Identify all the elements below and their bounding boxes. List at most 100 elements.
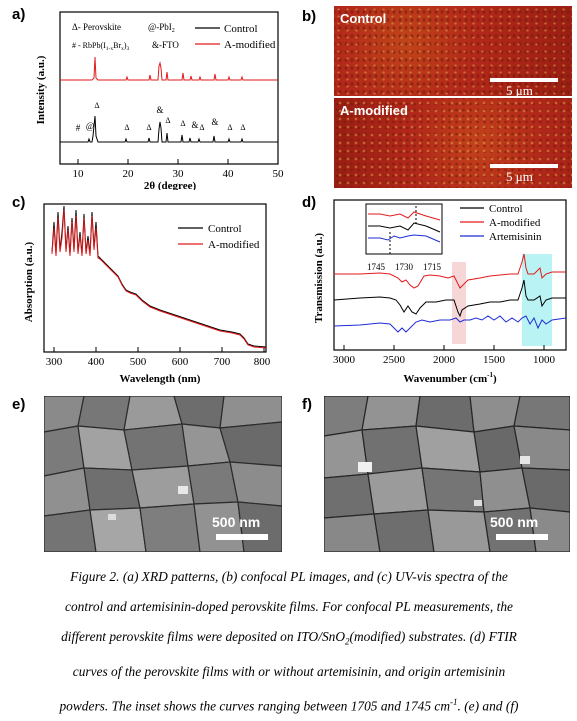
ftir-xtick: 2500 [383,354,406,366]
scale-bar [490,164,558,168]
legend-modified-text: A-modified [224,39,276,51]
confocal-image-control: Control 5 μm [334,6,572,98]
panel-b: b) Control 5 μm A-modified 5 μm [290,0,577,190]
legend-pbi2: @-PbI2 [148,22,175,34]
legend-rbpb: # - RbPb(I1-xBrx)3 [72,41,130,52]
xrd-xtick: 20 [123,168,135,180]
sem-scale-text: 500 nm [490,514,539,530]
legend-modified-text: A-modified [208,239,260,251]
legend-control-text: Control [208,223,242,235]
panel-c: c) 300 400 500 600 700 800 Wavelength (n… [0,192,290,392]
sem-image-modified: 500 nm [324,396,570,552]
scale-bar [496,534,548,540]
panel-a: a) 10 20 30 40 50 2θ (degree) Intensity … [0,0,290,190]
peak-mark: Δ [124,123,129,132]
xrd-xlabel: 2θ (degree) [144,180,197,190]
peak-mark: Δ [227,123,232,132]
panel-f: f) [290,392,577,558]
uvvis-xlabel: Wavelength (nm) [120,373,201,385]
ftir-inset-frame [365,203,443,255]
xrd-control-trace [60,115,278,143]
peak-mark: & [211,117,218,127]
scale-bar [216,534,268,540]
ftir-control-trace [333,279,566,318]
uvvis-chart: 300 400 500 600 700 800 Wavelength (nm) … [23,203,271,385]
legend-perovskite: Δ- Perovskite [72,22,121,32]
inset-xtick: 1745 [367,262,386,272]
legend-control-text: Control [224,23,258,35]
xrd-xtick: 40 [223,168,235,180]
uvvis-plot-frame [43,203,267,353]
peak-mark: Δ [165,116,170,125]
xrd-xtick: 30 [173,168,185,180]
sem-grains [324,396,570,552]
peak-mark: & [191,120,198,130]
panel-d: d) 3000 2500 2000 1500 1000 Wavenumber (… [290,192,577,392]
peak-mark: Δ [146,123,151,132]
panel-a-label: a) [12,6,26,23]
peak-mark: Δ [94,101,99,110]
inset-artemisinin-trace [368,234,441,243]
confocal-control-label: Control [340,11,387,26]
xrd-xtick: 10 [73,168,85,180]
legend-fto: &-FTO [152,40,179,50]
caption-line: curves of the perovskite films with or w… [72,663,506,679]
panel-b-label: b) [302,8,317,25]
xrd-ylabel: Intensity (a.u.) [35,55,47,124]
ftir-ylabel: Transmission (a.u.) [313,233,325,323]
inset-xtick: 1715 [423,262,442,272]
legend-control-text: Control [489,203,523,215]
ftir-plot-frame [333,199,567,351]
confocal-image-modified: A-modified 5 μm [334,98,572,188]
ftir-chart: 3000 2500 2000 1500 1000 Wavenumber (cm-… [313,199,567,385]
caption-line: powders. The inset shows the curves rang… [59,696,519,714]
caption-line: different perovskite films were deposite… [61,629,517,647]
ftir-xtick: 2000 [433,354,456,366]
uvvis-xtick: 600 [172,356,189,368]
ftir-band-pink [452,262,466,344]
peak-mark: Δ [240,123,245,132]
uvvis-ylabel: Absorption (a.u.) [23,241,35,322]
ftir-xtick: 3000 [333,354,356,366]
panel-e-label: e) [12,396,26,413]
uvvis-xtick: 400 [88,356,105,368]
xrd-modified-trace [60,56,278,81]
peak-mark: @ [86,121,94,131]
panel-e: e) [0,392,290,558]
ftir-xtick: 1500 [483,354,506,366]
caption-line: Figure 2. (a) XRD patterns, (b) confocal… [70,569,508,584]
peak-mark: & [156,105,163,115]
scale-bar [490,78,558,82]
ftir-artemisinin-trace [333,315,567,333]
peak-mark: # [76,123,81,133]
uvvis-xtick: 500 [130,356,147,368]
uvvis-xtick: 800 [254,356,271,368]
sem-image-control: 500 nm [44,396,282,552]
ftir-modified-trace [334,253,566,289]
uvvis-xtick: 300 [46,356,63,368]
uvvis-xtick: 700 [214,356,231,368]
scale-text: 5 μm [506,83,533,98]
figure-caption: Figure 2. (a) XRD patterns, (b) confocal… [6,562,572,721]
scale-text: 5 μm [506,169,533,184]
inset-control-trace [368,222,441,233]
uvvis-modified-trace [51,209,267,349]
inset-modified-trace [368,211,441,221]
panel-f-label: f) [302,396,312,413]
caption-line: control and artemisinin-doped perovskite… [65,599,513,614]
peak-mark: Δ [199,123,204,132]
legend-artemisinin-text: Artemisinin [489,231,542,243]
inset-xtick: 1730 [395,262,414,272]
peak-mark: Δ [180,119,185,128]
sem-scale-text: 500 nm [212,514,261,530]
confocal-modified-label: A-modified [340,103,408,118]
xrd-chart: 10 20 30 40 50 2θ (degree) Intensity (a.… [35,11,285,190]
ftir-xtick: 1000 [533,354,556,366]
panel-d-label: d) [302,194,317,211]
panel-c-label: c) [12,194,26,211]
xrd-plot-frame [59,11,279,165]
legend-modified-text: A-modified [489,217,541,229]
sem-grains [44,396,282,552]
ftir-xlabel: Wavenumber (cm-1) [403,371,497,385]
xrd-xtick: 50 [273,168,285,180]
